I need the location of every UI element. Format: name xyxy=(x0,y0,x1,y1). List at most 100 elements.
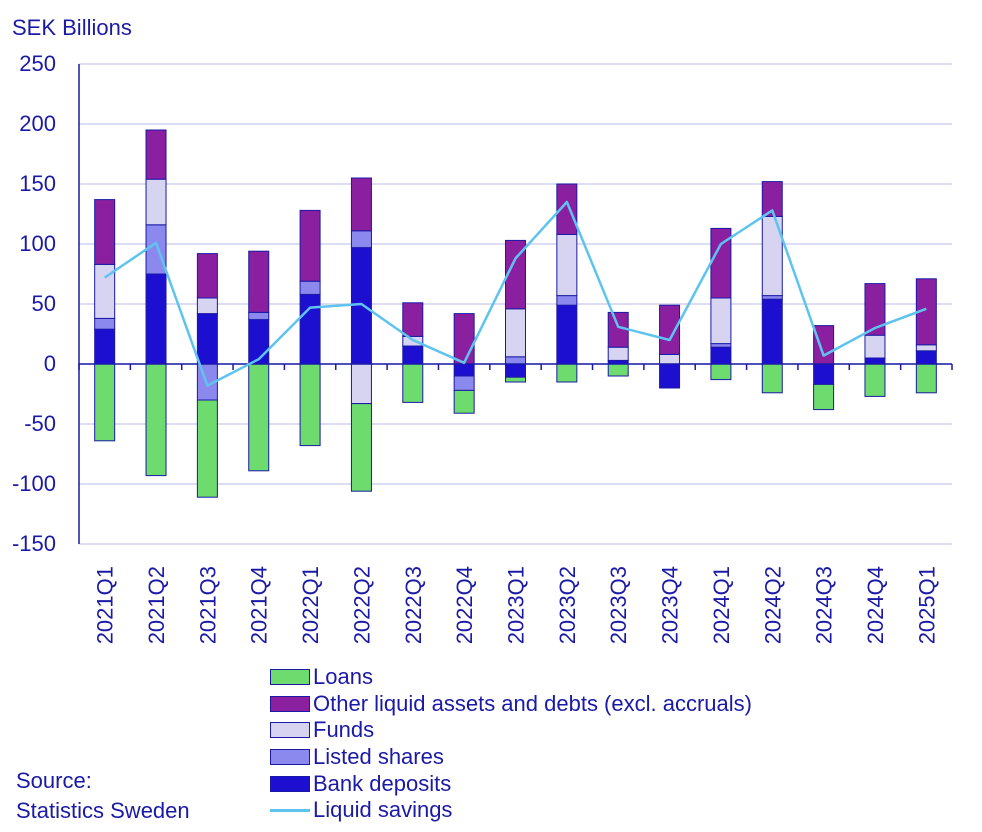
bar-bank xyxy=(453,363,475,377)
bar-other xyxy=(453,313,475,365)
legend-item-liquid-savings: Liquid savings xyxy=(270,797,752,824)
x-tick-label: 2023Q2 xyxy=(555,566,580,644)
bar-other xyxy=(145,129,167,180)
legend-swatch-loans xyxy=(270,669,310,686)
bar-bank xyxy=(402,345,424,365)
bar-funds xyxy=(556,233,578,297)
legend-label-bank-deposits: Bank deposits xyxy=(313,770,452,796)
bar-other xyxy=(505,239,526,310)
legend-item-funds: Funds xyxy=(270,717,752,744)
bar-bank xyxy=(915,350,937,365)
legend-swatch-other xyxy=(270,695,310,712)
legend-swatch-bank-deposits xyxy=(270,775,310,792)
legend: Loans Other liquid assets and debts (exc… xyxy=(270,664,752,824)
bar-other xyxy=(761,181,783,217)
legend-item-listed-shares: Listed shares xyxy=(270,744,752,771)
x-tick-label: 2024Q2 xyxy=(760,566,785,644)
x-tick-label: 2023Q3 xyxy=(606,566,631,644)
bar-loans xyxy=(556,363,578,383)
bar-loans xyxy=(350,403,372,492)
bar-loans xyxy=(864,363,886,397)
bar-loans xyxy=(94,363,116,442)
bar-listed xyxy=(710,343,732,348)
x-tick-label: 2025Q1 xyxy=(914,566,939,644)
x-tick-label: 2022Q1 xyxy=(298,566,323,644)
bar-bank xyxy=(505,363,526,378)
bar-other xyxy=(350,177,372,232)
bar-bank xyxy=(659,363,681,389)
source-text: Statistics Sweden xyxy=(16,798,190,823)
bar-listed xyxy=(453,375,475,391)
source-note: Source: Statistics Sweden xyxy=(16,766,190,826)
bar-loans xyxy=(299,363,321,447)
bar-loans xyxy=(710,363,732,381)
legend-swatch-funds xyxy=(270,722,310,739)
line-liquid-savings xyxy=(103,200,927,387)
bar-other xyxy=(864,283,886,336)
x-tick-label: 2024Q3 xyxy=(812,566,837,644)
x-tick-label: 2022Q2 xyxy=(349,566,374,644)
x-tick-label: 2021Q3 xyxy=(195,566,220,644)
y-tick-label: -150 xyxy=(12,531,56,556)
bar-loans xyxy=(453,389,475,414)
bar-bank xyxy=(813,363,835,385)
y-tick-label: 250 xyxy=(19,51,56,76)
x-tick-label: 2023Q1 xyxy=(504,566,529,644)
bar-loans xyxy=(145,363,167,477)
bar-other xyxy=(813,325,835,365)
bar-loans xyxy=(607,363,629,377)
bar-loans xyxy=(505,376,526,383)
y-tick-label: 150 xyxy=(19,171,56,196)
bar-funds xyxy=(145,178,167,226)
x-tick-label: 2021Q4 xyxy=(247,566,272,644)
bar-funds xyxy=(505,308,526,358)
bar-bank xyxy=(761,298,783,365)
bar-other xyxy=(248,250,270,313)
bar-other xyxy=(402,302,424,337)
bar-listed xyxy=(145,224,167,275)
y-tick-label: 200 xyxy=(19,111,56,136)
bar-listed xyxy=(556,295,578,306)
bar-bank xyxy=(864,357,886,365)
bar-bank xyxy=(248,319,270,365)
x-tick-label: 2023Q4 xyxy=(658,566,683,644)
bar-loans xyxy=(813,383,835,411)
bar-funds xyxy=(196,297,218,315)
bar-other xyxy=(556,183,578,235)
legend-label-liquid-savings: Liquid savings xyxy=(313,797,453,823)
y-tick-label: 100 xyxy=(19,231,56,256)
x-tick-label: 2024Q1 xyxy=(709,566,734,644)
legend-swatch-listed-shares xyxy=(270,749,310,766)
y-tick-label: 50 xyxy=(32,291,56,316)
legend-swatch-liquid-savings xyxy=(270,808,310,812)
legend-item-bank-deposits: Bank deposits xyxy=(270,770,752,797)
bar-bank xyxy=(145,273,167,365)
bar-other xyxy=(196,253,218,299)
x-tick-label: 2022Q4 xyxy=(452,566,477,644)
bar-other xyxy=(94,199,116,265)
bar-bank xyxy=(350,247,372,365)
bar-listed xyxy=(94,317,116,330)
y-tick-label: 0 xyxy=(44,351,56,376)
legend-label-other: Other liquid assets and debts (excl. acc… xyxy=(313,690,752,716)
bar-listed xyxy=(248,311,270,321)
bar-loans xyxy=(761,363,783,394)
legend-label-listed-shares: Listed shares xyxy=(313,744,444,770)
y-tick-label: -100 xyxy=(12,471,56,496)
bar-loans xyxy=(915,363,937,394)
bar-bank xyxy=(556,304,578,365)
legend-label-loans: Loans xyxy=(313,664,373,690)
bar-other xyxy=(659,304,681,355)
bar-loans xyxy=(196,399,218,498)
bar-listed xyxy=(350,230,372,249)
bar-funds xyxy=(350,363,372,405)
source-label: Source: xyxy=(16,768,92,793)
bar-funds xyxy=(864,334,886,359)
bar-funds xyxy=(915,344,937,352)
bar-funds xyxy=(607,346,629,361)
x-tick-label: 2021Q1 xyxy=(93,566,118,644)
bar-loans xyxy=(248,363,270,472)
legend-item-loans: Loans xyxy=(270,664,752,691)
y-tick-label: -50 xyxy=(24,411,56,436)
